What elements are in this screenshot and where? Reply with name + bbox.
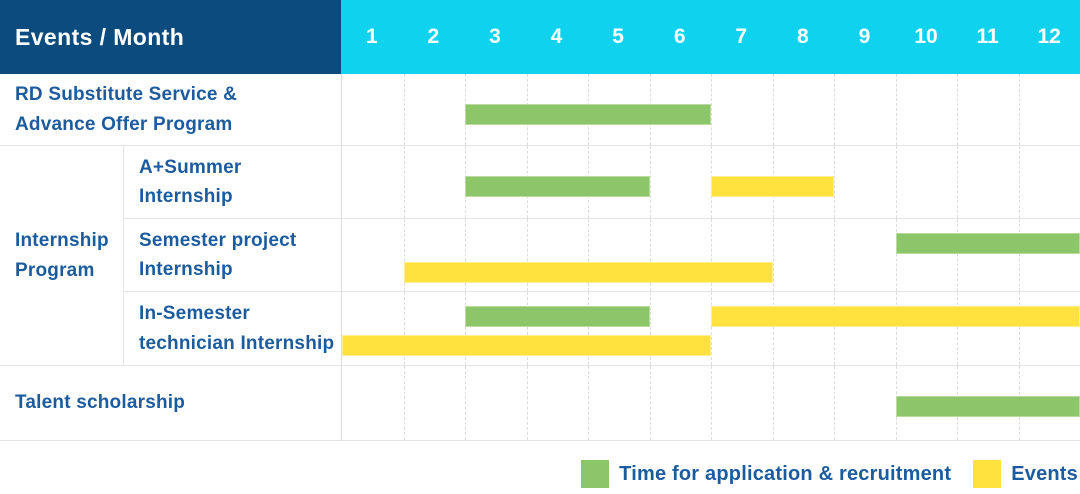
month-gridline	[1018, 74, 1020, 145]
month-gridline	[588, 292, 589, 365]
month-gridline	[1018, 219, 1020, 291]
month-label: 2	[427, 25, 440, 48]
application-swatch-icon	[581, 460, 610, 488]
legend-item-events: Events	[973, 460, 1078, 488]
month-label: 12	[1037, 25, 1061, 48]
month-label: 5	[612, 25, 624, 48]
application-recruitment-bar	[465, 104, 711, 125]
legend-label-events: Events	[1011, 462, 1078, 485]
month-gridline	[403, 366, 405, 440]
month-gridline	[526, 292, 528, 365]
legend-item-application: Time for application & recruitment	[581, 460, 951, 488]
month-label: 10	[914, 25, 938, 48]
event-bar	[403, 262, 773, 283]
chart-row-a-plus-summer	[341, 146, 1080, 219]
month-label: 6	[673, 25, 686, 48]
row-label-a-plus-summer: A+Summer Internship	[123, 146, 341, 219]
month-label: 9	[858, 25, 871, 48]
month-gridline	[711, 74, 712, 145]
month-gridline	[895, 292, 897, 365]
month-gridline	[1018, 292, 1020, 365]
month-gridline	[649, 366, 651, 440]
month-gridline	[588, 366, 589, 440]
month-gridline	[465, 366, 466, 440]
events-schedule-table: Events / Month 1 2 3 4 5 6 7 8 9 10 11 12 RD Substi…	[0, 0, 1080, 441]
event-bar	[711, 306, 1080, 327]
application-recruitment-bar	[465, 306, 650, 327]
month-gridline	[957, 219, 958, 291]
application-recruitment-bar	[465, 176, 650, 197]
month-label: 7	[735, 25, 748, 48]
legend: Time for application & recruitment Event…	[0, 460, 1080, 488]
month-gridline	[834, 366, 835, 440]
month-gridline	[588, 219, 589, 291]
month-gridline	[649, 292, 651, 365]
month-gridline	[649, 146, 651, 218]
month-gridline	[834, 146, 835, 218]
legend-label-application: Time for application & recruitment	[619, 462, 952, 485]
month-gridline	[1018, 146, 1020, 218]
month-gridline	[403, 292, 405, 365]
month-gridline	[834, 292, 835, 365]
table-header-title: Events / Month	[0, 0, 341, 74]
month-gridline	[957, 146, 958, 218]
month-gridline	[465, 219, 466, 291]
month-gridline	[403, 146, 405, 218]
month-gridline	[895, 74, 897, 145]
month-gridline	[711, 366, 712, 440]
month-gridline	[957, 292, 958, 365]
month-gridline	[772, 366, 774, 440]
month-label: 8	[796, 25, 809, 48]
month-gridline	[526, 219, 528, 291]
month-gridline	[772, 74, 774, 145]
month-label: 4	[550, 25, 563, 48]
month-gridline	[403, 74, 405, 145]
row-label-rd-substitute: RD Substitute Service & Advance Offer Pr…	[0, 74, 341, 146]
application-recruitment-bar	[895, 233, 1080, 254]
application-recruitment-bar	[895, 396, 1080, 417]
chart-row-rd-substitute	[341, 74, 1080, 146]
month-gridline	[465, 292, 466, 365]
event-bar	[711, 176, 834, 197]
chart-row-talent-scholarship	[341, 366, 1080, 441]
month-gridline	[711, 292, 712, 365]
group-label-internship-program: Internship Program	[0, 146, 123, 366]
chart-row-semester-project	[341, 219, 1080, 292]
month-gridline	[834, 219, 835, 291]
month-gridline	[895, 219, 897, 291]
month-gridline	[711, 219, 712, 291]
row-label-semester-project: Semester project Internship	[123, 219, 341, 292]
events-swatch-icon	[973, 460, 1002, 488]
month-label: 3	[489, 25, 501, 48]
month-gridline	[772, 219, 774, 291]
month-gridline	[526, 366, 528, 440]
month-gridline	[649, 219, 651, 291]
month-gridline	[895, 146, 897, 218]
chart-row-in-semester-technician	[341, 292, 1080, 366]
month-label: 11	[976, 25, 999, 48]
row-label-in-semester-technician: In-Semester technician Internship	[123, 292, 341, 366]
month-gridline	[957, 74, 958, 145]
month-gridline	[403, 219, 405, 291]
month-gridline	[834, 74, 835, 145]
row-label-talent-scholarship: Talent scholarship	[0, 366, 341, 441]
event-bar	[342, 335, 711, 356]
month-label: 1	[365, 25, 378, 48]
month-header: 1 2 3 4 5 6 7 8 9 10 11 12	[341, 0, 1080, 74]
month-gridline	[772, 292, 774, 365]
